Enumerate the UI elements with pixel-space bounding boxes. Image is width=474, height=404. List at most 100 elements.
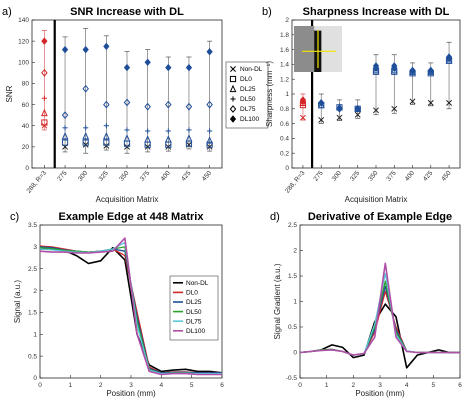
x-tick-label-a: 300: [77, 170, 90, 183]
x-tick-label-b: 425: [422, 170, 435, 183]
legend-marker-a: [229, 115, 237, 123]
data-point-a: [206, 136, 213, 144]
data-point-a: [103, 139, 110, 146]
data-point-a: [185, 63, 193, 72]
legend-label-a: DL0: [240, 76, 252, 83]
legend-label-c: DL100: [186, 328, 206, 335]
panel-label-b: b): [262, 6, 272, 18]
panel-label-d: d): [270, 211, 280, 223]
y-tick-label-a: 120: [18, 38, 29, 45]
chart-title-c: Example Edge at 448 Matrix: [59, 211, 205, 223]
x-tick-label-a: 325: [98, 170, 111, 183]
y-tick-label-d: 2: [293, 248, 297, 255]
data-point-a: [206, 141, 213, 148]
legend-label-a: DL75: [240, 106, 256, 113]
x-axis-label-c: Position (mm): [106, 389, 156, 398]
data-point-a: [123, 63, 131, 72]
x-tick-label-b: 350: [367, 170, 380, 183]
x-tick-label-a: 288, R=3: [25, 169, 48, 194]
series-line-d: [299, 280, 460, 356]
data-point-b: [427, 66, 434, 75]
x-tick-label-b: 400: [404, 170, 417, 183]
data-point-a: [41, 37, 48, 45]
data-point-a: [124, 143, 130, 150]
data-point-a: [82, 45, 89, 54]
inset-image-b: [294, 26, 342, 73]
y-tick-label-b: 1.4: [280, 62, 289, 69]
x-tick-label-b: 375: [385, 170, 398, 183]
y-tick-label-b: 0.4: [280, 136, 289, 143]
data-point-b: [354, 111, 361, 118]
x-tick-label-d: 5: [432, 382, 436, 389]
data-point-b: [373, 107, 379, 114]
y-tick-label-c: 0: [33, 375, 37, 382]
y-tick-label-b: 0.6: [280, 121, 289, 128]
data-point-a: [144, 58, 151, 67]
x-tick-label-a: 350: [118, 170, 131, 183]
y-tick-label-a: 140: [18, 17, 29, 24]
y-tick-label-b: 1.8: [280, 32, 289, 39]
data-point-a: [185, 134, 193, 142]
x-tick-label-b: 325: [349, 170, 362, 183]
y-tick-label-d: -0.5: [286, 375, 298, 382]
y-tick-label-d: 0.5: [288, 324, 297, 331]
data-point-a: [123, 98, 131, 107]
data-point-a: [165, 100, 172, 109]
y-axis-label-b: Sharpness (mm⁻¹): [265, 61, 274, 127]
legend-label-c: DL50: [186, 309, 202, 316]
x-tick-label-b: 275: [312, 170, 325, 183]
x-axis-label-a: Acquisition Matrix: [96, 195, 159, 204]
x-tick-label-a: 275: [56, 170, 69, 183]
data-point-b: [299, 96, 307, 104]
data-point-a: [103, 42, 110, 51]
data-point-a: [103, 142, 110, 149]
data-point-a: [165, 63, 172, 72]
x-tick-label-a: 400: [159, 170, 172, 183]
data-point-a: [62, 125, 68, 131]
chart-title-b: Sharpness Increase with DL: [303, 6, 450, 18]
x-tick-label-b: 300: [331, 170, 344, 183]
series-line-d: [299, 262, 460, 356]
y-axis-label-a: SNR: [5, 85, 14, 102]
y-tick-label-a: 0: [25, 165, 29, 172]
x-tick-label-d: 6: [458, 382, 462, 389]
data-point-a: [102, 131, 110, 140]
x-tick-label-c: 2: [99, 382, 103, 389]
data-point-a: [206, 47, 213, 56]
data-point-b: [409, 66, 416, 75]
legend-label-c: DL0: [186, 290, 198, 297]
data-point-b: [354, 105, 361, 113]
y-tick-label-c: 2.5: [28, 266, 37, 273]
panel-label-c: c): [10, 211, 19, 223]
series-line-c: [39, 237, 222, 376]
data-point-b: [318, 116, 325, 123]
x-tick-label-d: 2: [352, 382, 356, 389]
data-point-a: [123, 134, 131, 142]
x-tick-label-a: 425: [180, 170, 193, 183]
data-point-a: [83, 125, 89, 131]
data-point-b: [336, 105, 343, 113]
data-point-a: [206, 100, 213, 109]
legend-marker-a: [230, 96, 236, 102]
y-tick-label-b: 0.8: [280, 106, 289, 113]
data-point-b: [427, 99, 434, 106]
data-point-a: [185, 102, 193, 111]
y-tick-label-b: 1: [285, 91, 289, 98]
x-tick-label-c: 0: [38, 382, 42, 389]
x-tick-label-d: 3: [378, 382, 382, 389]
data-point-a: [61, 131, 69, 140]
x-tick-label-a: 450: [201, 170, 214, 183]
y-tick-label-c: 1: [33, 331, 37, 338]
y-tick-label-b: 0.2: [280, 150, 289, 157]
data-point-b: [372, 62, 380, 70]
data-point-a: [82, 139, 89, 146]
data-point-b: [446, 99, 452, 106]
data-point-a: [103, 123, 109, 129]
y-tick-label-b: 1.6: [280, 47, 289, 54]
data-point-b: [336, 114, 343, 121]
y-tick-label-a: 60: [22, 102, 30, 109]
y-tick-label-a: 40: [22, 123, 30, 130]
x-tick-label-b: 450: [440, 170, 453, 183]
data-point-b: [391, 105, 398, 112]
